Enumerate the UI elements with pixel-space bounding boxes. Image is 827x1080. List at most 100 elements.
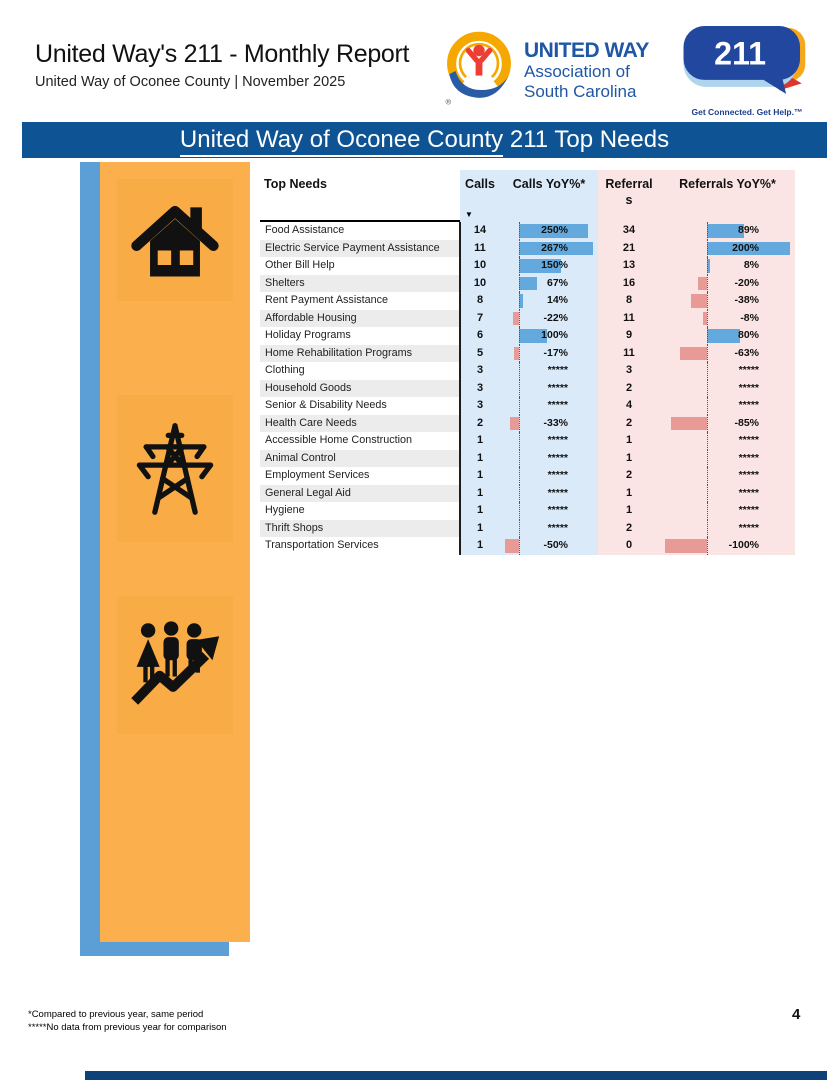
- table-row: Holiday Programs 6 100% 9 80%: [260, 327, 795, 345]
- calls-yoy-cell: 250%: [500, 222, 598, 240]
- yoy-zero-baseline: [518, 309, 520, 327]
- calls-yoy-label: 150%: [541, 259, 568, 271]
- calls-yoy-label: *****: [547, 451, 568, 464]
- referrals-value: 2: [598, 379, 660, 397]
- referrals-yoy-cell: *****: [660, 502, 795, 520]
- table-row: Accessible Home Construction 1 ***** 1 *…: [260, 432, 795, 450]
- column-header-calls: Calls ▼: [460, 170, 500, 222]
- positive-yoy-bar: [706, 329, 740, 343]
- page-title: United Way's 211 - Monthly Report: [35, 40, 410, 68]
- yoy-zero-baseline: [706, 397, 708, 415]
- referrals-yoy-cell: -100%: [660, 537, 795, 555]
- calls-yoy-cell: *****: [500, 449, 598, 467]
- calls-yoy-cell: -17%: [500, 344, 598, 362]
- calls-yoy-cell: 100%: [500, 327, 598, 345]
- footnote-yoy: *Compared to previous year, same period: [28, 1009, 204, 1020]
- calls-yoy-cell: 267%: [500, 239, 598, 257]
- calls-yoy-cell: *****: [500, 432, 598, 450]
- united-way-org-line1: Association of: [524, 62, 630, 82]
- 211-tagline: Get Connected. Get Help.™: [691, 107, 803, 117]
- referrals-value: 0: [598, 537, 660, 555]
- yoy-zero-baseline: [706, 449, 708, 467]
- need-label: Other Bill Help: [265, 259, 335, 271]
- yoy-zero-baseline: [518, 257, 520, 275]
- table-row: Clothing 3 ***** 3 *****: [260, 362, 795, 380]
- united-way-wordmark: UNITED WAY Association of South Carolina: [524, 39, 649, 101]
- top-needs-table: Top Needs Calls ▼ Calls YoY%* Referrals …: [260, 170, 795, 555]
- referrals-value: 11: [598, 309, 660, 327]
- calls-yoy-cell: 14%: [500, 292, 598, 310]
- yoy-zero-baseline: [706, 309, 708, 327]
- yoy-zero-baseline: [518, 449, 520, 467]
- yoy-zero-baseline: [518, 292, 520, 310]
- referrals-yoy-cell: *****: [660, 484, 795, 502]
- positive-yoy-bar: [518, 294, 523, 308]
- calls-yoy-label: *****: [547, 434, 568, 446]
- table-row: General Legal Aid 1 ***** 1 *****: [260, 484, 795, 502]
- yoy-zero-baseline: [518, 397, 520, 415]
- negative-yoy-bar: [671, 416, 707, 430]
- referrals-value: 3: [598, 362, 660, 380]
- yoy-zero-baseline: [518, 432, 520, 450]
- calls-yoy-cell: *****: [500, 502, 598, 520]
- calls-value: 1: [460, 484, 500, 502]
- table-row: Animal Control 1 ***** 1 *****: [260, 449, 795, 467]
- table-row: Household Goods 3 ***** 2 *****: [260, 379, 795, 397]
- united-way-mark-icon: ®: [441, 30, 517, 111]
- referrals-yoy-label: *****: [738, 381, 759, 394]
- need-label: Transportation Services: [265, 539, 379, 551]
- table-body: Food Assistance 14 250% 34 89% Electric …: [260, 222, 795, 555]
- referrals-yoy-label: 80%: [737, 329, 759, 341]
- calls-value: 1: [460, 537, 500, 555]
- referrals-value: 1: [598, 432, 660, 450]
- referrals-yoy-label: -20%: [734, 276, 759, 289]
- people-growth-icon: [117, 596, 233, 734]
- referrals-yoy-label: *****: [738, 434, 759, 446]
- table-row: Employment Services 1 ***** 2 *****: [260, 467, 795, 485]
- yoy-zero-baseline: [706, 379, 708, 397]
- yoy-zero-baseline: [706, 257, 708, 275]
- calls-yoy-label: *****: [547, 486, 568, 499]
- referrals-value: 1: [598, 484, 660, 502]
- section-banner: United Way of Oconee County 211 Top Need…: [22, 122, 827, 158]
- table-row: Thrift Shops 1 ***** 2 *****: [260, 519, 795, 537]
- 211-bubble-icon: 211: [672, 26, 822, 106]
- calls-yoy-cell: 150%: [500, 257, 598, 275]
- referrals-yoy-cell: 8%: [660, 257, 795, 275]
- sidebar-blue-strip-horizontal: [80, 942, 229, 956]
- need-label: Animal Control: [260, 449, 460, 467]
- referrals-yoy-label: 8%: [743, 259, 759, 271]
- referrals-yoy-label: -100%: [728, 539, 759, 551]
- need-label: Home Rehabilitation Programs: [260, 344, 460, 362]
- calls-yoy-label: *****: [547, 399, 568, 411]
- footnotes: *Compared to previous year, same period …: [28, 1008, 227, 1034]
- table-row: Other Bill Help 10 150% 13 8%: [260, 257, 795, 275]
- need-label: Household Goods: [260, 379, 460, 397]
- calls-yoy-cell: -50%: [500, 537, 598, 555]
- referrals-yoy-label: 89%: [737, 224, 759, 236]
- referrals-yoy-cell: -38%: [660, 292, 795, 310]
- calls-yoy-cell: *****: [500, 362, 598, 380]
- referrals-yoy-cell: -63%: [660, 344, 795, 362]
- referrals-yoy-label: -8%: [740, 311, 759, 324]
- referrals-yoy-label: -85%: [734, 416, 759, 429]
- need-label: Senior & Disability Needs: [265, 399, 387, 411]
- yoy-zero-baseline: [706, 344, 708, 362]
- united-way-brand-text: UNITED WAY: [524, 39, 649, 63]
- calls-yoy-label: *****: [547, 381, 568, 394]
- calls-value: 3: [460, 362, 500, 380]
- table-row: Health Care Needs 2 -33% 2 -85%: [260, 414, 795, 432]
- need-label: Clothing: [265, 364, 305, 376]
- calls-value: 3: [460, 379, 500, 397]
- referrals-yoy-cell: -20%: [660, 274, 795, 292]
- calls-yoy-label: -50%: [543, 539, 568, 551]
- table-row: Transportation Services 1 -50% 0 -100%: [260, 537, 795, 555]
- referrals-yoy-label: -38%: [734, 294, 759, 306]
- referrals-yoy-cell: 80%: [660, 327, 795, 345]
- yoy-zero-baseline: [518, 414, 520, 432]
- calls-yoy-label: *****: [547, 504, 568, 516]
- positive-yoy-bar: [518, 276, 538, 290]
- referrals-yoy-cell: *****: [660, 362, 795, 380]
- negative-yoy-bar: [512, 311, 519, 325]
- calls-yoy-label: *****: [547, 521, 568, 534]
